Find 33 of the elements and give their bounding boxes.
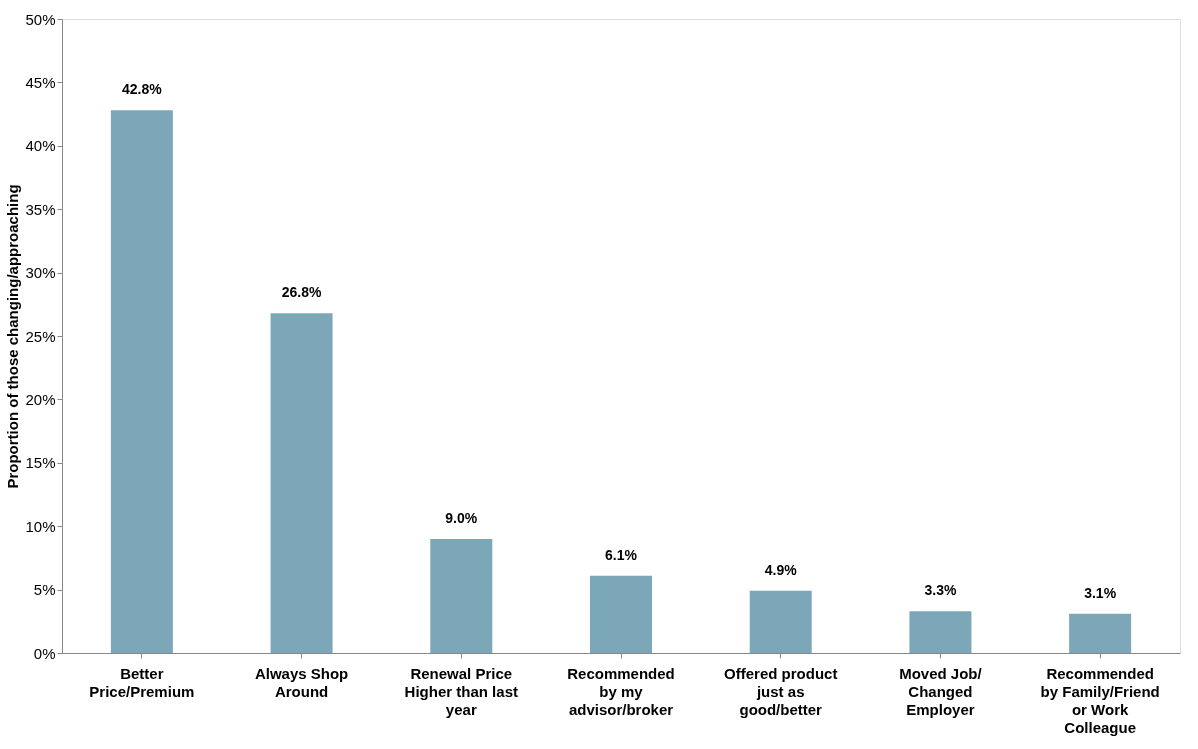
x-tick-label: Recommended by Family/Friend or Work Colleague [1040,664,1160,736]
y-tick-label: 0% [33,644,56,662]
x-tick-label: Always Shop Around [254,664,349,700]
x-tick-label: Better Price/Premium [89,664,195,700]
bar [430,538,493,653]
data-label: 6.1% [605,546,638,563]
y-tick-label: 5% [33,581,56,599]
data-label: 42.8% [122,81,163,98]
y-tick-label: 30% [25,264,56,282]
bar [270,313,333,653]
x-tick-label: Offered product just as good/better [724,664,838,718]
data-label: 3.3% [924,582,957,599]
data-label: 9.0% [445,509,478,526]
data-label: 26.8% [281,284,322,301]
y-tick-label: 35% [25,200,56,218]
x-tick-label: Moved Job/ Changed Employer [899,664,983,718]
bar [110,110,173,653]
bar [1069,613,1132,653]
data-label: 3.1% [1084,584,1117,601]
x-tick-label: Renewal Price Higher than last year [404,664,518,718]
y-tick-label: 45% [25,73,56,91]
y-axis-title: Proportion of those changing/approaching [4,184,22,489]
y-tick-label: 40% [25,137,56,155]
y-tick-label: 20% [25,390,56,408]
bar [909,611,972,653]
data-label: 4.9% [764,561,798,578]
y-tick-label: 25% [25,327,56,345]
y-tick-label: 10% [25,517,56,535]
bar [749,590,812,653]
bar [590,575,652,653]
y-tick-label: 15% [25,454,56,472]
x-tick-label: Recommended by my advisor/broker [567,664,675,718]
y-tick-label: 50% [25,10,56,28]
